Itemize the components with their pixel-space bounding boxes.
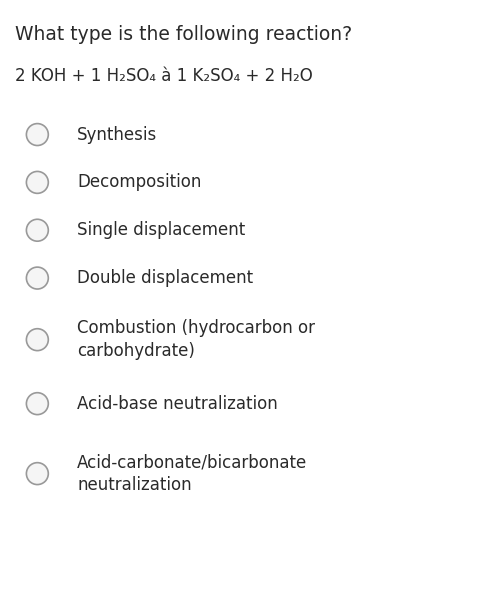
Ellipse shape (26, 463, 48, 484)
Text: Synthesis: Synthesis (77, 126, 157, 144)
Text: Single displacement: Single displacement (77, 221, 246, 239)
Text: Acid-carbonate/bicarbonate
neutralization: Acid-carbonate/bicarbonate neutralizatio… (77, 453, 307, 494)
Text: What type is the following reaction?: What type is the following reaction? (15, 25, 352, 44)
Text: Combustion (hydrocarbon or
carbohydrate): Combustion (hydrocarbon or carbohydrate) (77, 319, 315, 360)
Text: Acid-base neutralization: Acid-base neutralization (77, 395, 278, 413)
Ellipse shape (26, 267, 48, 289)
Ellipse shape (26, 124, 48, 145)
Text: Double displacement: Double displacement (77, 269, 253, 287)
Ellipse shape (26, 172, 48, 193)
Ellipse shape (26, 219, 48, 241)
Ellipse shape (26, 393, 48, 414)
Ellipse shape (26, 329, 48, 350)
Text: 2 KOH + 1 H₂SO₄ à 1 K₂SO₄ + 2 H₂O: 2 KOH + 1 H₂SO₄ à 1 K₂SO₄ + 2 H₂O (15, 67, 313, 85)
Text: Decomposition: Decomposition (77, 173, 202, 191)
